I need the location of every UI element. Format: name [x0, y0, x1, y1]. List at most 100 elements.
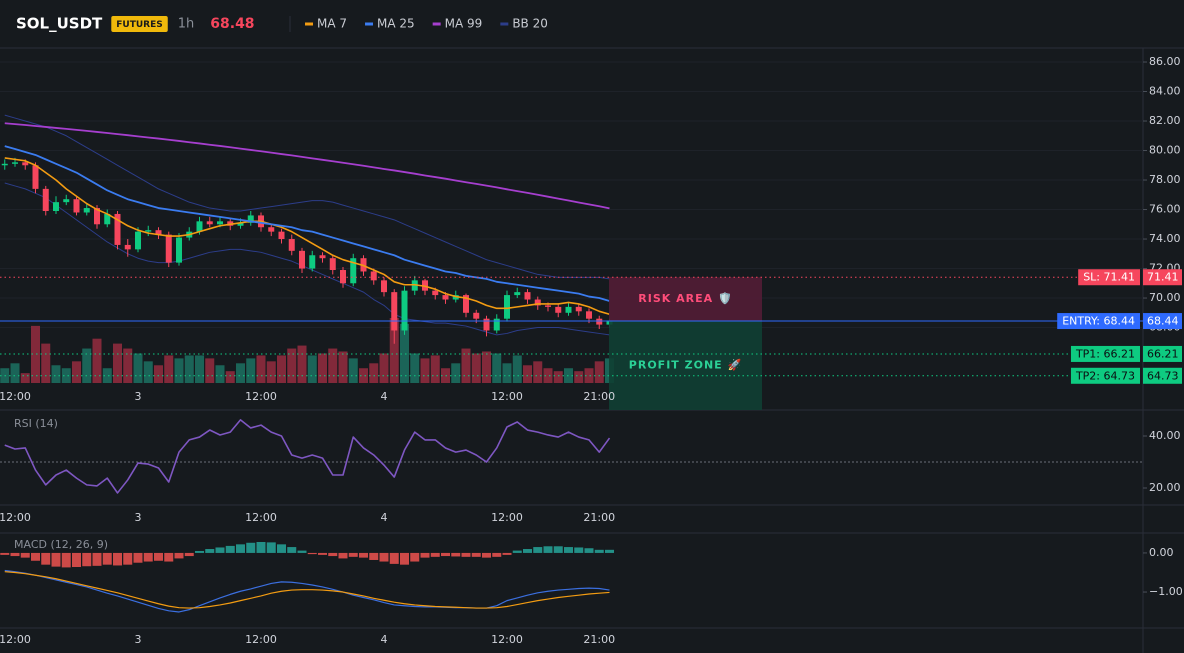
level-tag-background — [1078, 269, 1140, 286]
candle-body — [432, 290, 439, 296]
histogram-bar — [533, 547, 543, 553]
histogram-bar — [482, 552, 491, 558]
level-tag-background — [1070, 345, 1140, 362]
volume-bar — [236, 363, 245, 383]
histogram-bar — [584, 548, 594, 553]
x-tick-label: 4 — [381, 511, 388, 524]
volume-bar — [113, 343, 122, 383]
candle-body — [83, 208, 90, 213]
histogram-bar — [359, 552, 368, 558]
histogram-bar — [205, 549, 215, 553]
level-tag-background — [1057, 313, 1140, 330]
volume-bar — [420, 358, 430, 383]
histogram-bar — [20, 552, 30, 558]
histogram-bar — [553, 546, 563, 553]
volume-bar — [574, 371, 584, 383]
volume-bar — [553, 371, 563, 383]
trade-zone — [609, 321, 762, 410]
moving-average — [4, 122, 610, 210]
volume-bar — [61, 368, 71, 383]
candle-body — [63, 199, 70, 203]
volume-bar — [328, 348, 338, 383]
histogram-bar — [400, 552, 409, 565]
volume-bar — [502, 363, 512, 383]
x-tick-label: 12:00 — [491, 511, 523, 524]
x-tick-label: 3 — [135, 633, 142, 646]
candle-body — [217, 221, 223, 225]
histogram-bar — [379, 552, 389, 562]
histogram-bar — [92, 552, 102, 566]
histogram-bar — [277, 544, 286, 553]
price-tag: 66.21 — [1147, 347, 1179, 360]
x-tick-label: 12:00 — [245, 633, 277, 646]
volume-bar — [512, 355, 522, 383]
volume-bar — [318, 353, 327, 383]
candle-body — [555, 306, 562, 313]
legend-label: MA 7 — [317, 17, 347, 31]
histogram-bar — [564, 547, 573, 553]
histogram-bar — [461, 552, 471, 557]
candle-body — [299, 250, 305, 269]
y-tick-label: 70.00 — [1149, 291, 1181, 304]
level-tag: TP1: 66.21 — [1075, 347, 1135, 360]
moving-average — [4, 145, 610, 302]
volume-bar — [195, 355, 204, 383]
volume-bar — [523, 365, 532, 383]
badge: FUTURES — [116, 20, 162, 30]
histogram-bar — [338, 552, 348, 559]
histogram-bar — [174, 552, 184, 559]
volume-bar — [584, 368, 594, 383]
volume-bar — [348, 358, 358, 383]
candle-body — [206, 221, 213, 225]
y-tick-label: 78.00 — [1149, 173, 1181, 186]
histogram-bar — [430, 552, 440, 557]
histogram-bar — [605, 549, 614, 553]
volume-bar — [184, 355, 194, 383]
level-tag: SL: 71.41 — [1083, 271, 1135, 284]
volume-bar — [92, 338, 102, 383]
volume-bar — [594, 361, 604, 383]
histogram-bar — [410, 552, 420, 562]
volume-bar — [205, 358, 215, 383]
price-tag-background — [1143, 367, 1182, 384]
histogram-bar — [543, 546, 553, 553]
histogram-bar — [0, 552, 10, 555]
histogram-bar — [184, 552, 194, 557]
legend-label: MA 99 — [445, 17, 483, 31]
candle-body — [493, 318, 500, 331]
volume-bar — [246, 358, 256, 383]
zone-label: PROFIT ZONE 🚀 — [629, 359, 742, 372]
histogram-bar — [133, 552, 143, 563]
zone-label: RISK AREA 🛡️ — [638, 292, 732, 305]
candle-body — [53, 202, 59, 212]
macd-line — [4, 571, 610, 609]
bb-upper — [4, 114, 610, 280]
volume-bar — [51, 365, 61, 383]
candle-body — [596, 318, 603, 325]
candle-body — [575, 306, 582, 312]
volume-bar — [82, 348, 92, 383]
candle-body — [340, 270, 346, 284]
histogram-bar — [287, 547, 297, 553]
volume-bar — [492, 353, 502, 383]
candle-body — [247, 215, 254, 223]
volume-bar — [225, 371, 235, 383]
volume-bar — [266, 361, 276, 383]
volume-bar — [102, 368, 112, 383]
candle-body — [319, 255, 326, 259]
candle-body — [514, 292, 521, 296]
histogram-bar — [348, 552, 358, 557]
volume-bar — [215, 365, 225, 383]
volume-bar — [143, 361, 153, 383]
x-tick-label: 12:00 — [245, 511, 277, 524]
level-tag: ENTRY: 68.44 — [1062, 315, 1135, 328]
candle-body — [155, 230, 162, 235]
histogram-bar — [41, 552, 51, 565]
volume-bar — [297, 345, 307, 383]
pane-title: MACD (12, 26, 9) — [14, 538, 108, 551]
candle-body — [73, 199, 80, 213]
volume-bar — [154, 365, 163, 383]
x-tick-label: 12:00 — [0, 390, 31, 403]
candle-body — [463, 295, 469, 313]
y-tick-label: 20.00 — [1149, 481, 1181, 494]
